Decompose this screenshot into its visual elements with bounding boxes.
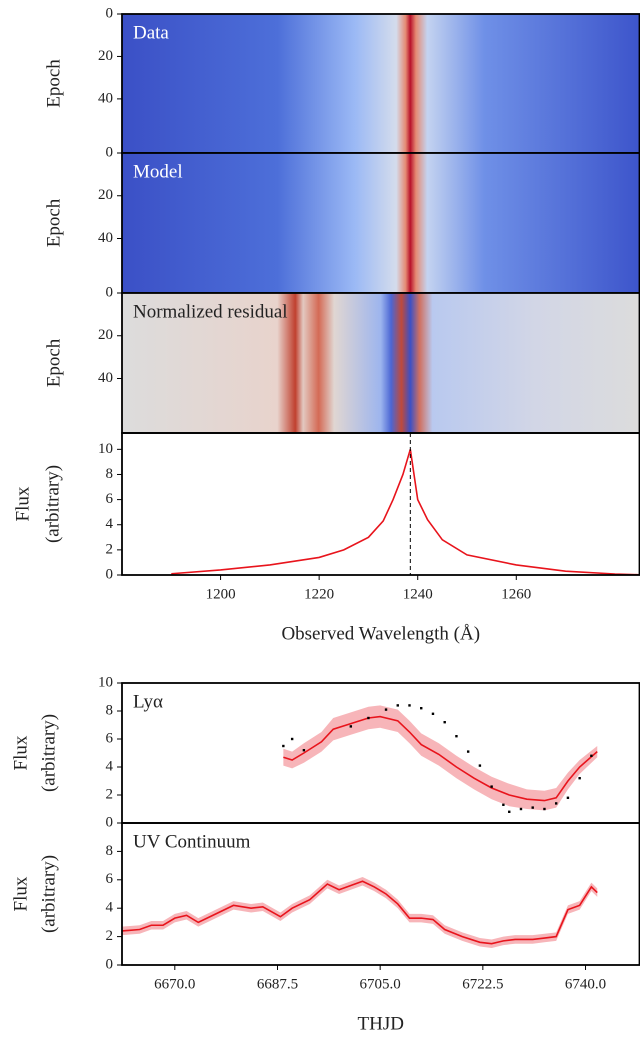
panel-label: Normalized residual (133, 301, 288, 322)
y-axis-label: Epoch (43, 198, 64, 247)
y-tick-label: 4 (106, 516, 114, 532)
y-tick-label: 2 (106, 928, 114, 944)
y-tick-label: 20 (98, 48, 113, 64)
x-tick-label: 6670.0 (154, 976, 195, 992)
x-tick-label: 6722.5 (462, 976, 503, 992)
y-tick-label: 8 (106, 702, 114, 718)
data-point (566, 796, 570, 799)
y-tick-label: 40 (98, 230, 113, 246)
y-tick-label: 40 (98, 370, 113, 386)
y-tick-label: 10 (98, 674, 113, 690)
y-axis-label: (arbitrary) (38, 714, 59, 792)
y-axis-label: (arbitrary) (42, 465, 63, 543)
data-point (420, 707, 423, 710)
x-tick-label: 6687.5 (257, 976, 298, 992)
line (283, 715, 598, 802)
y-tick-label: 20 (98, 327, 113, 343)
data-point (431, 712, 435, 715)
y-tick-label: 20 (98, 187, 113, 203)
panel-label: Lyα (133, 691, 163, 712)
data-point (543, 807, 546, 811)
x-tick-label: 1240 (403, 586, 433, 602)
y-axis-label: (arbitrary) (38, 855, 59, 933)
heatmap (122, 293, 640, 433)
y-tick-label: 0 (106, 144, 114, 160)
line (121, 880, 598, 945)
x-axis-label: Observed Wavelength (Å) (281, 623, 480, 644)
y-tick-label: 0 (106, 566, 114, 582)
y-tick-label: 8 (106, 466, 114, 482)
y-tick-label: 6 (106, 730, 114, 746)
data-point (384, 708, 388, 711)
line (171, 449, 640, 576)
y-tick-label: 8 (106, 843, 114, 859)
data-point (554, 802, 558, 805)
x-tick-label: 1260 (501, 586, 531, 602)
data-point (408, 704, 411, 707)
x-tick-label: 6705.0 (360, 976, 401, 992)
data-point (578, 777, 581, 780)
x-tick-label: 1220 (304, 586, 334, 602)
data-point (508, 810, 511, 813)
data-point (478, 764, 482, 767)
data-point (519, 807, 523, 811)
x-tick-label: 6740.0 (565, 976, 606, 992)
panel-label: UV Continuum (133, 831, 251, 852)
x-tick-label: 1200 (206, 586, 236, 602)
axes-frame (121, 432, 640, 576)
y-tick-label: 40 (98, 90, 113, 106)
data-point (531, 806, 534, 809)
y-axis-label: Flux (12, 486, 33, 521)
heatmap (122, 153, 640, 293)
panel-label: Model (133, 161, 183, 182)
y-axis-label: Flux (10, 876, 31, 911)
y-tick-label: 0 (106, 814, 114, 830)
y-axis-label: Epoch (43, 59, 64, 108)
y-tick-label: 0 (106, 5, 114, 21)
y-axis-label: Flux (10, 735, 31, 770)
data-point (443, 721, 446, 724)
data-point (490, 785, 493, 788)
y-tick-label: 4 (106, 758, 114, 774)
y-tick-label: 10 (98, 441, 113, 457)
x-axis-label: THJD (358, 1013, 404, 1034)
data-point (455, 735, 458, 738)
data-point (502, 803, 505, 806)
y-tick-label: 0 (106, 284, 114, 300)
y-tick-label: 2 (106, 786, 114, 802)
data-point (396, 704, 399, 707)
data-point (590, 754, 593, 757)
data-point (302, 749, 306, 752)
y-tick-label: 2 (106, 541, 114, 557)
heatmap (122, 14, 640, 153)
y-tick-label: 4 (106, 900, 114, 916)
y-tick-label: 0 (106, 956, 114, 972)
y-tick-label: 6 (106, 491, 114, 507)
data-point (367, 716, 370, 720)
data-point (466, 750, 470, 753)
axes-frame (121, 682, 640, 824)
data-point (282, 744, 285, 748)
data-point (290, 737, 294, 741)
error-band (283, 705, 598, 811)
data-point (349, 725, 353, 728)
error-band (122, 876, 598, 948)
y-axis-label: Epoch (43, 338, 64, 387)
y-tick-label: 6 (106, 871, 114, 887)
panel-label: Data (133, 22, 169, 43)
